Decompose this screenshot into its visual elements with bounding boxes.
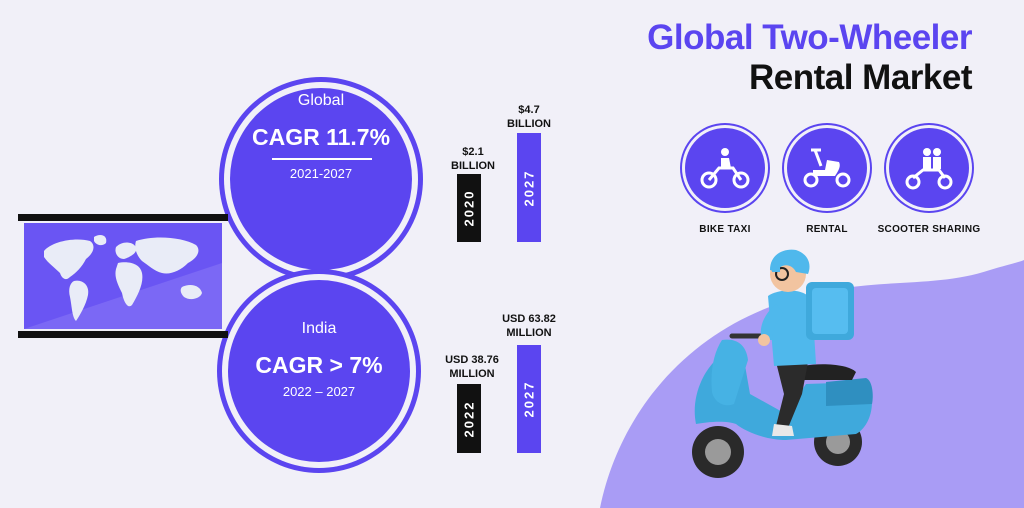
global-2027-bar: 2027	[517, 133, 541, 242]
global-2027-year: 2027	[521, 169, 537, 206]
world-map-icon	[24, 235, 222, 329]
map-bottom-rail	[18, 331, 228, 338]
global-2020-label: $2.1 BILLION	[451, 146, 495, 172]
india-2022-year: 2022	[461, 400, 477, 437]
india-cagr-circle: India CAGR > 7% 2022 – 2027	[228, 280, 410, 462]
global-cagr-circle: Global CAGR 11.7% 2021-2027	[230, 88, 412, 270]
page-title-line1: Global Two-Wheeler	[647, 18, 972, 57]
bike-taxi-circle	[685, 128, 765, 208]
global-cagr-divider	[272, 158, 372, 160]
india-period: 2022 – 2027	[282, 384, 356, 399]
map-panel	[24, 223, 222, 329]
map-top-rail	[18, 214, 228, 221]
global-period: 2021-2027	[289, 166, 353, 181]
scooter-icon	[803, 148, 851, 188]
rental-circle	[787, 128, 867, 208]
india-2022-bar: 2022	[457, 384, 481, 453]
india-2027-year: 2027	[521, 380, 537, 418]
india-cagr-value: CAGR > 7%	[255, 352, 383, 378]
scooter-sharing-label: SCOOTER SHARING	[877, 224, 981, 235]
page-title-line2: Rental Market	[748, 58, 973, 97]
world-map	[18, 214, 228, 338]
bike-taxi-label: BIKE TAXI	[699, 224, 751, 235]
india-2027-bar: 2027	[517, 345, 541, 453]
global-2027-label: $4.7 BILLION	[507, 104, 551, 130]
global-2020-year: 2020	[461, 189, 477, 227]
india-2022-label: USD 38.76 MILLION	[445, 354, 499, 380]
scooter-sharing-icon	[905, 148, 953, 190]
scooter-sharing-circle	[889, 128, 969, 208]
rental-label: RENTAL	[806, 224, 848, 235]
india-2027-label: USD 63.82 MILLION	[502, 313, 556, 339]
global-region-label: Global	[297, 92, 345, 109]
global-cagr-value: CAGR 11.7%	[251, 124, 391, 150]
delivery-rider-illustration	[692, 249, 873, 478]
india-region-label: India	[301, 320, 337, 337]
bike-taxi-icon	[700, 148, 750, 189]
global-2020-bar: 2020	[457, 174, 481, 242]
